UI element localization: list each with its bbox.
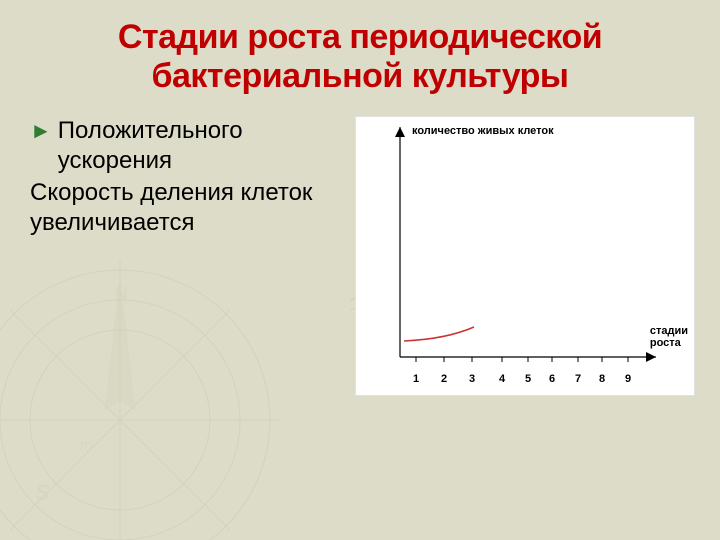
slide-title: Стадии роста периодической бактериальной… [30,18,690,96]
content-row: ► Положительного ускорения Скорость деле… [30,116,690,396]
bullet-item: ► Положительного ускорения [30,116,345,176]
growth-chart: количество живых клеток стадии роста 1 2 3… [355,116,695,396]
x-tick-label: 9 [625,373,631,385]
x-tick-label: 4 [499,373,505,385]
slide: N S m Стадии роста периодической бактери… [0,0,720,540]
chart-container: количество живых клеток стадии роста 1 2 3… [355,116,695,396]
sub-text: Скорость деления клеток увеличивается [30,178,345,238]
bullet-text: Положительного ускорения [58,116,345,176]
text-block: ► Положительного ускорения Скорость деле… [30,116,345,238]
svg-text:S: S [35,480,50,505]
x-axis-label-line1: стадии [650,325,688,337]
chart-svg [356,117,696,397]
x-tick-label: 2 [441,373,447,385]
y-axis-label: количество живых клеток [412,125,554,137]
x-tick-label: 1 [413,373,419,385]
svg-text:m: m [80,437,93,454]
x-tick-label: 8 [599,373,605,385]
x-tick-label: 3 [469,373,475,385]
x-tick-label: 7 [575,373,581,385]
bullet-marker-icon: ► [30,116,52,146]
x-tick-label: 6 [549,373,555,385]
x-tick-label: 5 [525,373,531,385]
x-axis-label: стадии роста [650,325,688,349]
x-axis-label-line2: роста [650,337,681,349]
